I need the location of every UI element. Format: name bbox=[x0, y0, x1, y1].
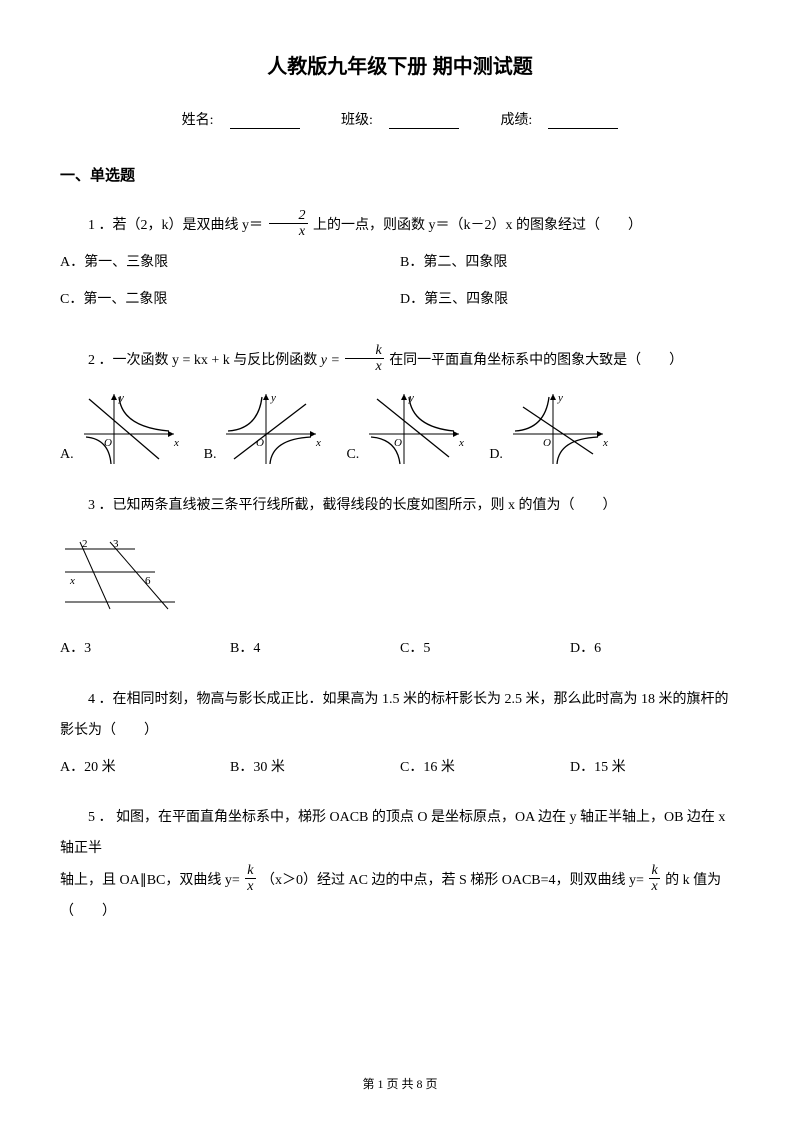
option-1d: D．第三、四象限 bbox=[400, 287, 740, 314]
question-5-line2: 轴上，且 OA∥BC，双曲线 y= k x （x＞0）经过 AC 边的中点，若 … bbox=[60, 865, 740, 928]
option-3b: B．4 bbox=[230, 636, 400, 663]
question-4-text: 4 ．在相同时刻，物高与影长成正比．如果高为 1.5 米的标杆影长为 2.5 米… bbox=[60, 685, 740, 747]
question-5: 5 ． 如图，在平面直角坐标系中，梯形 OACB 的顶点 O 是坐标原点，OA … bbox=[60, 803, 740, 927]
option-4a: A．20 米 bbox=[60, 755, 230, 782]
graph-option-c: C. x y O bbox=[346, 389, 469, 469]
coord-graph-b-icon: x y O bbox=[216, 389, 326, 469]
parallel-diagram-icon: 2 3 x 6 bbox=[60, 534, 180, 614]
exam-title: 人教版九年级下册 期中测试题 bbox=[60, 50, 740, 79]
question-5-line1: 5 ． 如图，在平面直角坐标系中，梯形 OACB 的顶点 O 是坐标原点，OA … bbox=[60, 803, 740, 865]
graph-option-b: B. x y O bbox=[204, 389, 327, 469]
class-label: 班级: bbox=[341, 113, 373, 128]
question-4: 4 ．在相同时刻，物高与影长成正比．如果高为 1.5 米的标杆影长为 2.5 米… bbox=[60, 685, 740, 781]
coord-graph-a-icon: x y O bbox=[74, 389, 184, 469]
student-info-line: 姓名: 班级: 成绩: bbox=[60, 109, 740, 129]
seg-label-6: 6 bbox=[145, 575, 151, 587]
svg-text:x: x bbox=[315, 437, 321, 449]
svg-text:O: O bbox=[394, 437, 402, 449]
svg-text:x: x bbox=[173, 437, 179, 449]
svg-text:O: O bbox=[543, 437, 551, 449]
score-label: 成绩: bbox=[500, 113, 532, 128]
question-3-options: A．3 B．4 C．5 D．6 bbox=[60, 636, 740, 663]
seg-label-x: x bbox=[69, 575, 75, 587]
score-blank bbox=[548, 128, 618, 129]
name-label: 姓名: bbox=[182, 113, 214, 128]
question-1-text: 1 ．若（2，k）是双曲线 y＝ 2 x 上的一点，则函数 y＝（k－2）x 的… bbox=[60, 210, 740, 242]
name-blank bbox=[230, 128, 300, 129]
option-3d: D．6 bbox=[570, 636, 740, 663]
option-4b: B．30 米 bbox=[230, 755, 400, 782]
graph-option-d: D. x y O bbox=[489, 389, 613, 469]
question-2-text: 2 ．一次函数 y = kx + k 与反比例函数 y = k x 在同一平面直… bbox=[60, 345, 740, 377]
option-3a: A．3 bbox=[60, 636, 230, 663]
svg-text:y: y bbox=[270, 392, 276, 404]
coord-graph-c-icon: x y O bbox=[359, 389, 469, 469]
parallel-lines-diagram: 2 3 x 6 bbox=[60, 534, 740, 625]
option-1a: A．第一、三象限 bbox=[60, 250, 400, 277]
fraction-k-over-x-3: k x bbox=[649, 863, 659, 895]
question-3-text: 3 ．已知两条直线被三条平行线所截，截得线段的长度如图所示，则 x 的值为（ ） bbox=[60, 491, 740, 522]
graph-option-a: A. x y O bbox=[60, 389, 184, 469]
question-1-options: A．第一、三象限 B．第二、四象限 C．第一、二象限 D．第三、四象限 bbox=[60, 250, 740, 323]
question-2: 2 ．一次函数 y = kx + k 与反比例函数 y = k x 在同一平面直… bbox=[60, 345, 740, 469]
page-footer: 第 1 页 共 8 页 bbox=[0, 1075, 800, 1092]
fraction-2-over-x: 2 x bbox=[269, 208, 308, 240]
option-1b: B．第二、四象限 bbox=[400, 250, 740, 277]
fraction-k-over-x: k x bbox=[345, 343, 383, 375]
option-4c: C．16 米 bbox=[400, 755, 570, 782]
question-1: 1 ．若（2，k）是双曲线 y＝ 2 x 上的一点，则函数 y＝（k－2）x 的… bbox=[60, 210, 740, 323]
svg-text:x: x bbox=[602, 437, 608, 449]
coord-graph-d-icon: x y O bbox=[503, 389, 613, 469]
option-4d: D．15 米 bbox=[570, 755, 740, 782]
svg-text:x: x bbox=[458, 437, 464, 449]
seg-label-2: 2 bbox=[82, 538, 88, 550]
question-2-graphs: A. x y O B. x y bbox=[60, 389, 740, 469]
question-3: 3 ．已知两条直线被三条平行线所截，截得线段的长度如图所示，则 x 的值为（ ）… bbox=[60, 491, 740, 663]
option-1c: C．第一、二象限 bbox=[60, 287, 400, 314]
class-blank bbox=[389, 128, 459, 129]
seg-label-3: 3 bbox=[113, 538, 119, 550]
question-4-options: A．20 米 B．30 米 C．16 米 D．15 米 bbox=[60, 755, 740, 782]
section-header: 一、单选题 bbox=[60, 164, 740, 185]
option-3c: C．5 bbox=[400, 636, 570, 663]
fraction-k-over-x-2: k x bbox=[245, 863, 255, 895]
svg-text:y: y bbox=[557, 392, 563, 404]
